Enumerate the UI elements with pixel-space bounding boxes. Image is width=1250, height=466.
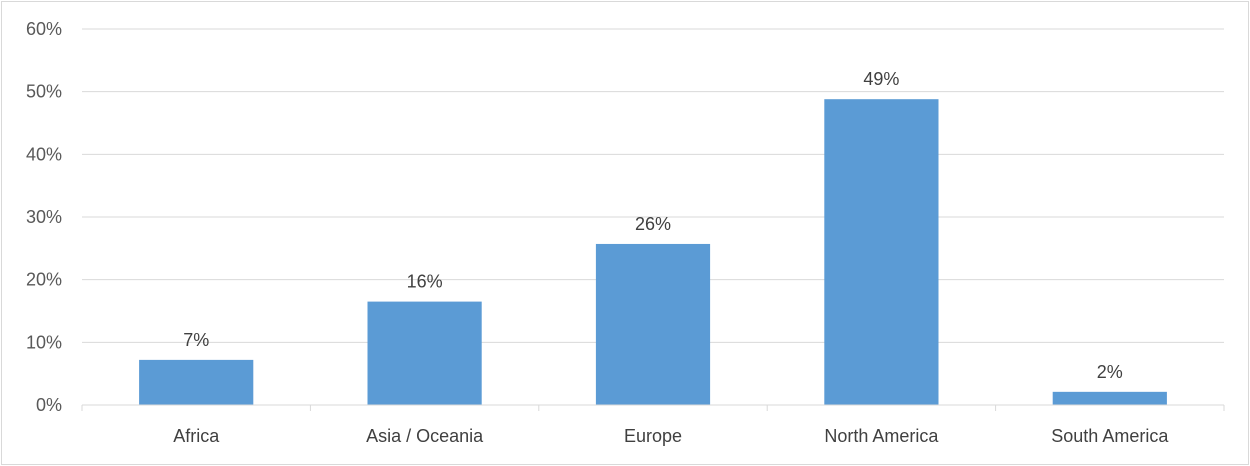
data-labels: 7% 16% 26% 49% 2%	[183, 69, 1123, 382]
x-category-label: Asia / Oceania	[366, 426, 484, 446]
data-label: 16%	[407, 272, 443, 292]
x-axis	[81, 404, 1225, 411]
bar	[824, 99, 939, 405]
bar	[595, 243, 711, 405]
data-label: 26%	[635, 214, 671, 234]
y-axis-tick-labels: 0% 10% 20% 30% 40% 50% 60%	[26, 19, 62, 415]
bars	[139, 99, 1167, 405]
data-label: 49%	[863, 69, 899, 89]
data-label: 7%	[183, 330, 209, 350]
x-category-label: Africa	[173, 426, 220, 446]
y-tick-label: 10%	[26, 332, 62, 352]
y-tick-label: 0%	[36, 395, 62, 415]
y-tick-label: 50%	[26, 82, 62, 102]
data-label: 2%	[1097, 362, 1123, 382]
y-tick-label: 60%	[26, 19, 62, 39]
bar	[139, 359, 254, 405]
x-category-label: North America	[824, 426, 939, 446]
x-category-label: Europe	[624, 426, 682, 446]
y-tick-label: 20%	[26, 270, 62, 290]
x-category-label: South America	[1051, 426, 1169, 446]
bar	[367, 301, 482, 405]
x-axis-category-labels: Africa Asia / Oceania Europe North America S…	[173, 426, 1169, 446]
bar	[1052, 391, 1167, 405]
y-tick-label: 40%	[26, 144, 62, 164]
gridlines	[82, 28, 1224, 343]
y-tick-label: 30%	[26, 207, 62, 227]
